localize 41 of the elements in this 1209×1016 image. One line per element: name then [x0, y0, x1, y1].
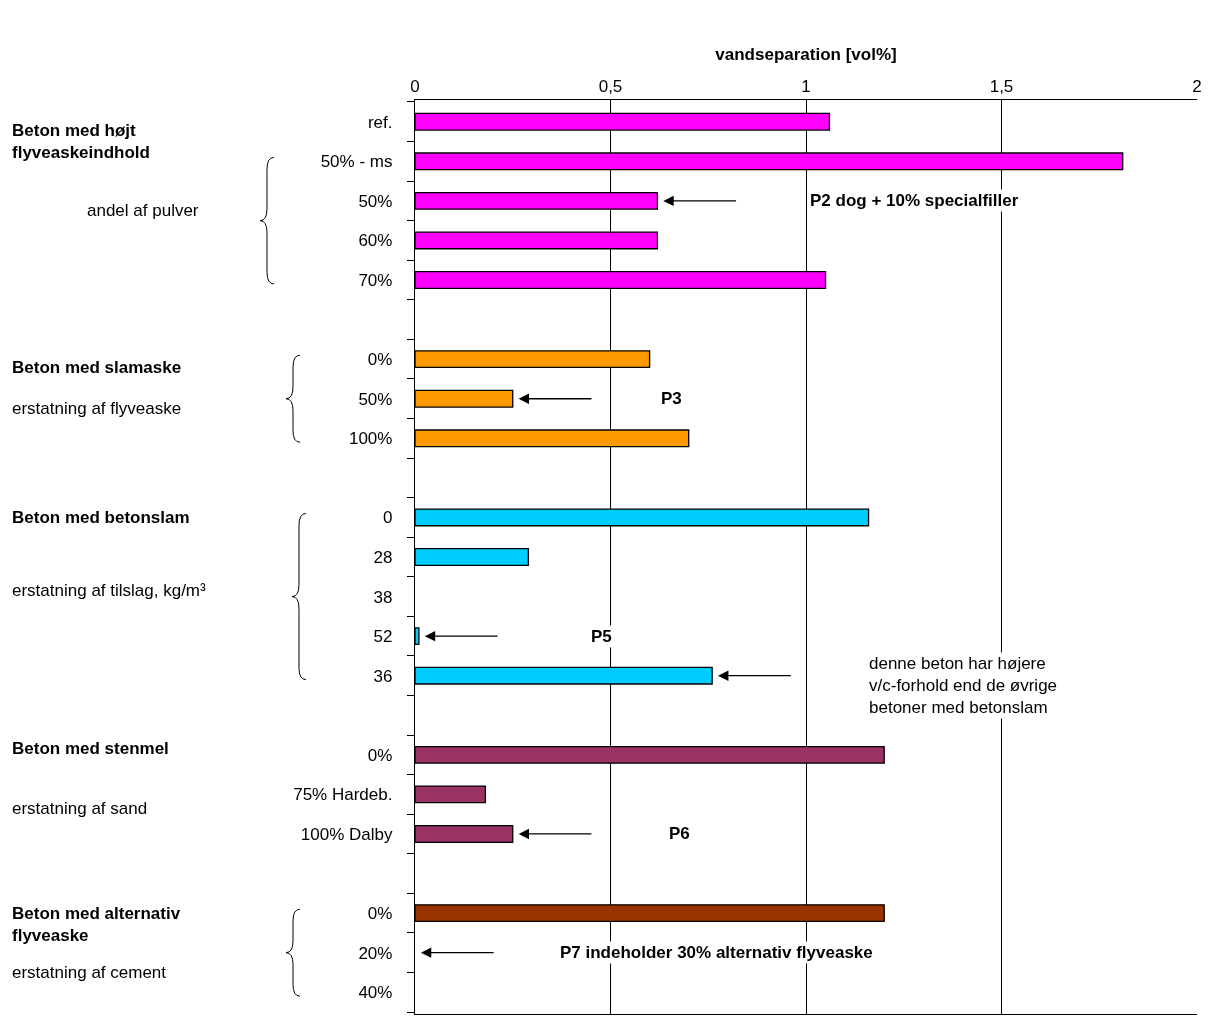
x-tick-label: 1,5	[989, 77, 1014, 97]
y-tick-label: 28	[373, 547, 393, 567]
y-tick-label: 0%	[367, 904, 393, 924]
text: Beton med stenmel	[12, 739, 169, 758]
text: Beton med slamaske	[12, 358, 182, 377]
annotation: P3	[661, 389, 682, 408]
annotation: P5	[591, 627, 612, 646]
y-tick-label: 75% Hardeb.	[293, 785, 393, 805]
annotation: denne beton har højere v/c-forhold end de øvrige betoner med betonslam	[869, 654, 1058, 718]
y-tick-label: 36	[373, 666, 393, 686]
text: Beton med alternativ flyveaske	[12, 904, 181, 946]
text: Beton med betonslam	[12, 508, 190, 527]
y-tick-label: ref.	[367, 112, 393, 132]
y-tick-label: 60%	[358, 231, 393, 251]
x-tick-label: 0	[410, 77, 420, 97]
x-axis-title: vandseparation [vol%]	[715, 44, 897, 64]
x-tick-label: 1	[801, 77, 811, 97]
y-tick-label: 0%	[367, 350, 393, 370]
y-tick-label: 50% - ms	[320, 152, 393, 172]
x-tick-label: 2	[1192, 77, 1202, 97]
text: andel af pulver	[87, 201, 199, 220]
y-tick-label: 52	[373, 627, 393, 647]
text: erstatning af sand	[12, 799, 148, 818]
annotation: P2 dog + 10% specialfiller	[810, 191, 1019, 210]
y-tick-label: 100% Dalby	[300, 824, 393, 844]
y-tick-label: 50%	[358, 191, 393, 211]
y-tick-label: 100%	[348, 429, 393, 449]
annotation: P7 indeholder 30% alternativ flyveaske	[560, 943, 873, 962]
text: Beton med højt flyveaskeindhold	[12, 121, 150, 163]
y-tick-label: 38	[373, 587, 393, 607]
x-tick-label: 0,5	[598, 77, 623, 97]
text: erstatning af cement	[12, 963, 167, 982]
y-tick-label: 20%	[358, 943, 393, 963]
annotation: P6	[669, 824, 690, 843]
y-tick-label: 0	[382, 508, 393, 528]
y-tick-label: 50%	[358, 389, 393, 409]
text: erstatning af flyveaske	[12, 399, 182, 418]
y-tick-label: 0%	[367, 745, 393, 765]
y-tick-label: 70%	[358, 270, 393, 290]
text: erstatning af tilslag, kg/m³	[12, 581, 207, 600]
y-tick-label: 40%	[358, 983, 393, 1003]
